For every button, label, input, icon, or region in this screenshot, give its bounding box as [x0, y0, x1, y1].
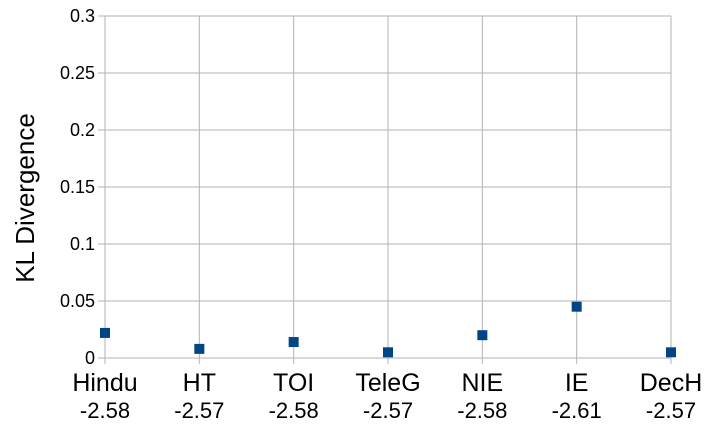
x-category-value-label: -2.57 — [174, 398, 224, 423]
y-axis-ticks: 0 0.05 0.1 0.15 0.2 0.25 0.3 — [60, 6, 95, 368]
y-tick-label: 0.3 — [70, 6, 95, 26]
x-category-value-label: -2.58 — [457, 398, 507, 423]
y-axis-title: KL Divergence — [10, 113, 40, 283]
x-category-value-label: -2.57 — [646, 398, 696, 423]
x-category-label: HT — [183, 369, 216, 397]
data-point-teleg — [383, 347, 393, 358]
x-category-value-label: -2.58 — [269, 398, 319, 423]
x-category-label: TOI — [273, 369, 314, 397]
data-point-nie — [477, 330, 488, 341]
x-category-label: IE — [565, 369, 589, 397]
grid — [98, 15, 672, 364]
y-tick-label: 0.2 — [70, 120, 95, 140]
y-tick-label: 0.15 — [60, 177, 95, 197]
x-category-value-label: -2.61 — [552, 398, 602, 423]
y-tick-label: 0 — [85, 348, 95, 368]
x-category-label: DecH — [640, 369, 703, 397]
y-tick-label: 0.25 — [60, 63, 95, 83]
x-category-value-label: -2.58 — [80, 398, 130, 423]
data-point-toi — [288, 337, 299, 348]
x-category-value-label: -2.57 — [363, 398, 413, 423]
x-category-label: TeleG — [355, 369, 420, 397]
x-category-label: NIE — [461, 369, 503, 397]
y-tick-label: 0.1 — [70, 234, 95, 254]
data-point-hindu — [100, 327, 110, 338]
data-point-ht — [194, 343, 205, 354]
data-point-dech — [666, 347, 676, 358]
data-point-ie — [571, 301, 582, 312]
x-category-label: Hindu — [72, 369, 137, 397]
y-tick-label: 0.05 — [60, 291, 95, 311]
data-points — [100, 301, 676, 358]
x-axis-labels: Hindu-2.58HT-2.57TOI-2.58TeleG-2.57NIE-2… — [72, 369, 702, 423]
